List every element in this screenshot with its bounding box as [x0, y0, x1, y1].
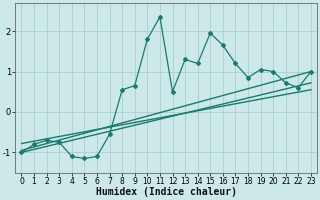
X-axis label: Humidex (Indice chaleur): Humidex (Indice chaleur): [96, 187, 237, 197]
